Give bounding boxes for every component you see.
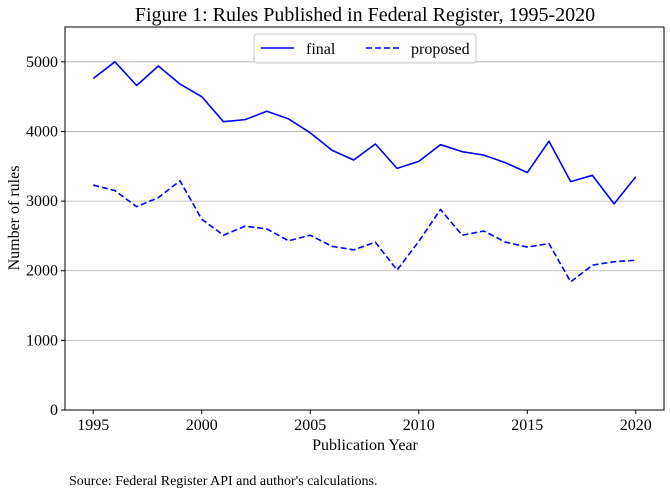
y-tick-label: 0	[50, 402, 58, 419]
x-tick-label: 2000	[186, 417, 218, 434]
series-line-proposed	[93, 180, 636, 283]
source-note: Source: Federal Register API and author'…	[69, 474, 378, 489]
y-tick-label: 1000	[26, 332, 58, 349]
y-axis-label: Number of rules	[6, 166, 23, 271]
series-layer	[92, 61, 637, 283]
legend: final proposed	[253, 33, 477, 64]
legend-final-label: final	[306, 41, 336, 58]
y-axis: 0 1000 2000 3000 4000 5000	[26, 54, 65, 419]
x-axis-label: Publication Year	[312, 437, 418, 454]
plot-frame	[64, 26, 665, 411]
x-tick-label: 2010	[403, 417, 435, 434]
y-tick-label: 3000	[26, 193, 58, 210]
y-tick-label: 5000	[26, 54, 58, 71]
x-tick-label: 1995	[77, 417, 109, 434]
x-axis: 1995 2000 2005 2010 2015 2020	[77, 410, 652, 434]
legend-proposed-label: proposed	[411, 41, 470, 58]
x-tick-label: 2005	[294, 417, 326, 434]
y-tick-label: 4000	[26, 123, 58, 140]
y-tick-label: 2000	[26, 263, 58, 280]
chart-title: Figure 1: Rules Published in Federal Reg…	[135, 4, 595, 26]
x-tick-label: 2015	[511, 417, 543, 434]
legend-box	[253, 33, 477, 64]
grid-lines	[65, 61, 664, 411]
series-line-final	[92, 61, 637, 205]
x-tick-label: 2020	[620, 417, 652, 434]
